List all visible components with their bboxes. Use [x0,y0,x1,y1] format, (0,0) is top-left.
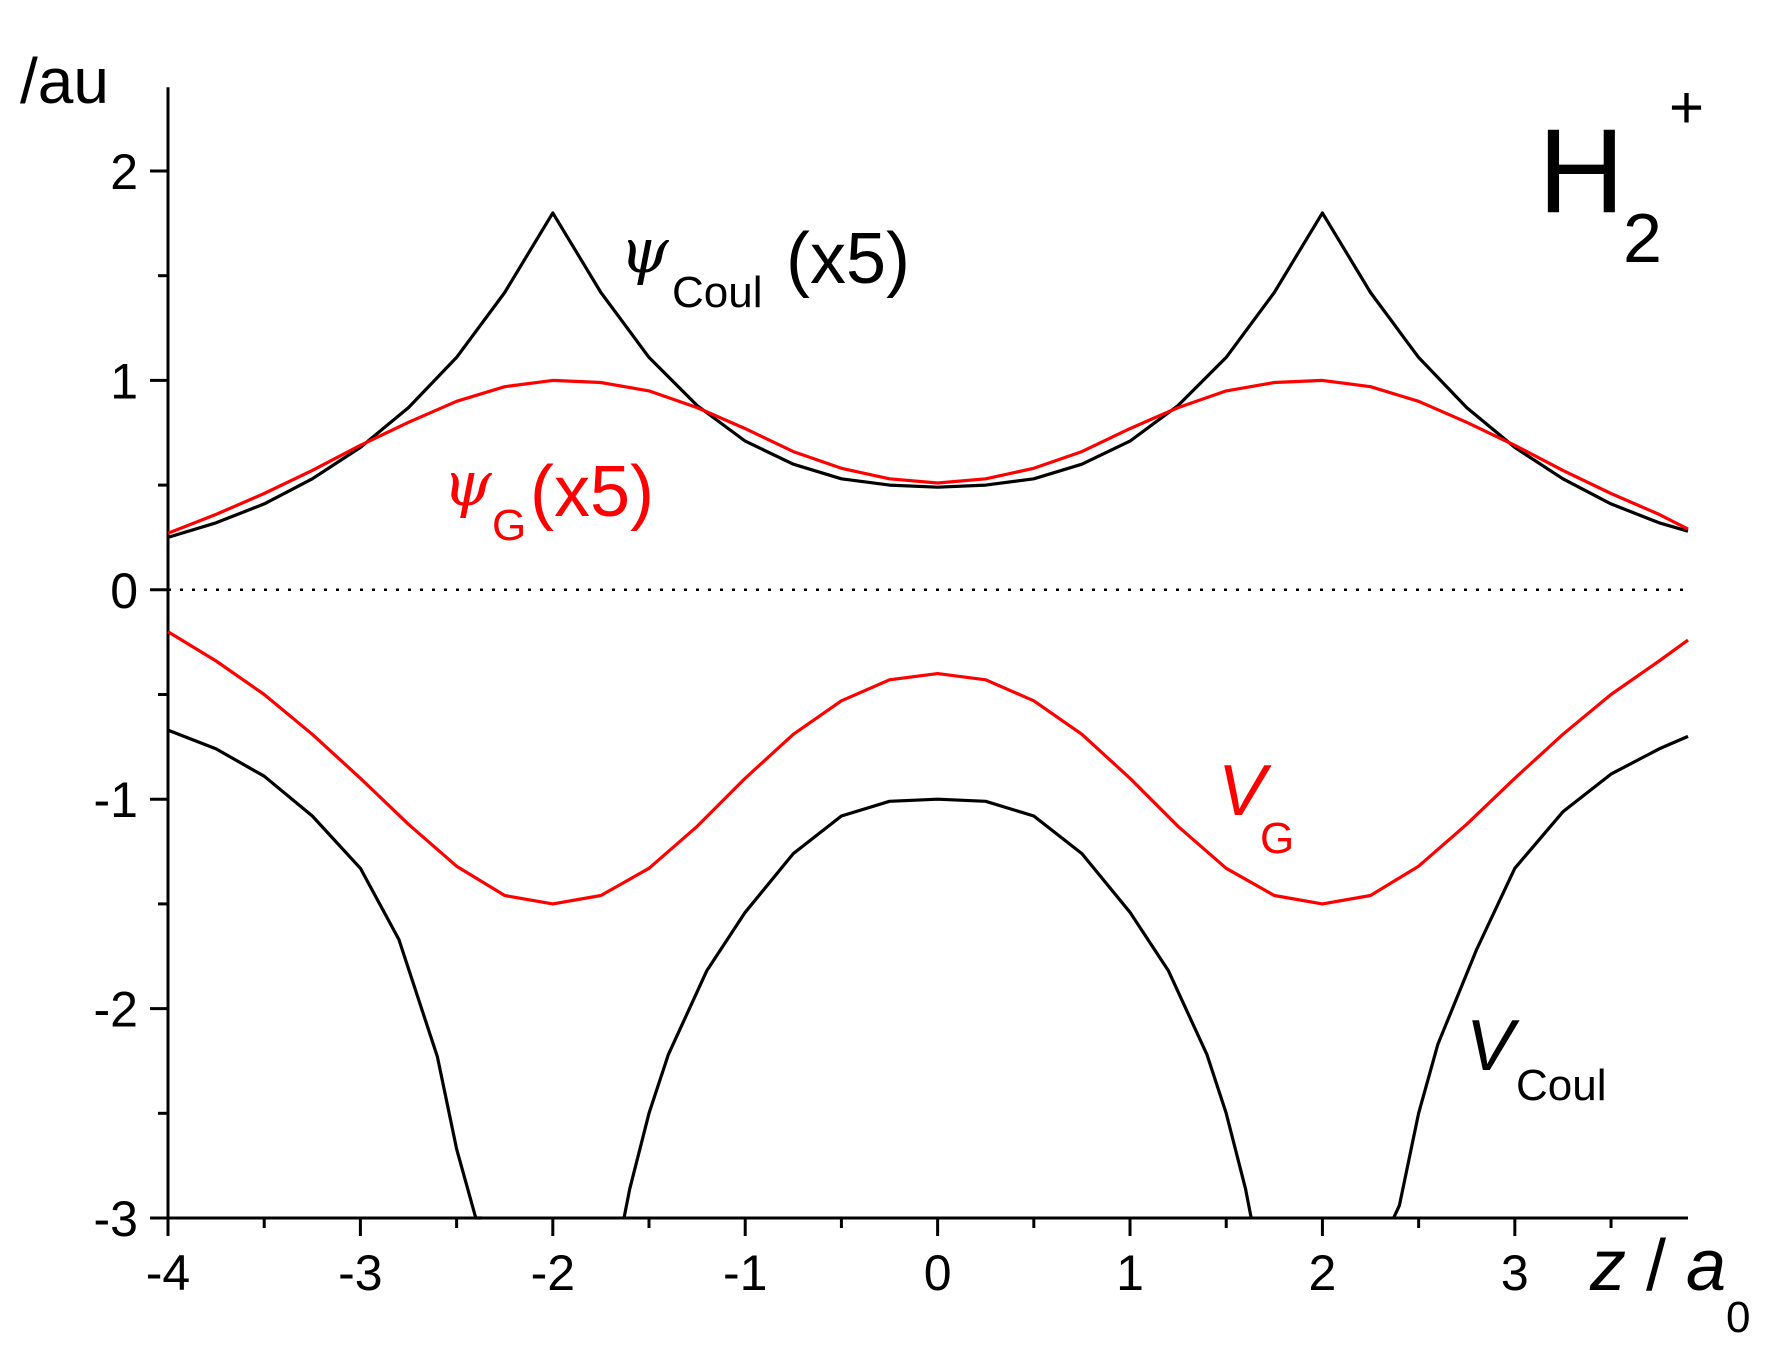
y-tick-label: -3 [94,1191,138,1247]
label-v-coul-var: V [1466,1006,1520,1086]
x-tick-label: 1 [1116,1245,1144,1301]
label-psi-g-sub: G [492,501,526,550]
y-tick-label: 0 [110,563,138,619]
label-psi-g-suffix: (x5) [530,452,654,532]
x-axis-label-sep: / [1626,1226,1666,1306]
series-line-0 [167,211,1689,539]
series-line-2 [167,630,1689,906]
x-axis-label-var: z [1589,1226,1626,1306]
x-tick-label: -2 [531,1245,575,1301]
label-psi-coul: ψ Coul (x5) [620,214,910,317]
x-tick-label: 3 [1501,1245,1529,1301]
chart-title: H 2 + [1538,74,1704,277]
x-axis-label: z / a 0 [1589,1226,1750,1342]
label-v-g: V G [1218,751,1294,863]
plot-lines [167,211,1689,1220]
label-psi-g-greek: ψ [443,447,493,520]
x-tick-label: -4 [146,1245,190,1301]
y-axis-label: /au [20,45,109,117]
label-v-g-sub: G [1260,814,1294,863]
x-tick-label: -1 [723,1245,767,1301]
x-axis-label-unit-sub: 0 [1726,1293,1750,1342]
x-tick-label: 2 [1309,1245,1337,1301]
label-v-coul: V Coul [1466,1006,1607,1110]
y-tick-label: 1 [110,353,138,409]
x-axis-label-unit: a [1686,1226,1726,1306]
y-tick-label: -1 [94,772,138,828]
y-tick-label: -2 [94,982,138,1038]
label-v-coul-sub: Coul [1516,1061,1607,1110]
series-line-1 [167,378,1689,535]
x-tick-label: 0 [924,1245,952,1301]
label-v-g-var: V [1218,751,1272,831]
label-psi-coul-suffix: (x5) [786,219,910,299]
label-psi-coul-greek: ψ [620,214,670,287]
y-tick-label: 2 [110,144,138,200]
title-main: H [1538,104,1625,238]
series-line-3 [167,728,1689,1220]
x-tick-label: -3 [338,1245,382,1301]
label-psi-g: ψ G (x5) [443,447,654,550]
title-subscript: 2 [1623,199,1662,277]
label-psi-coul-sub: Coul [672,268,763,317]
title-superscript: + [1669,74,1704,141]
